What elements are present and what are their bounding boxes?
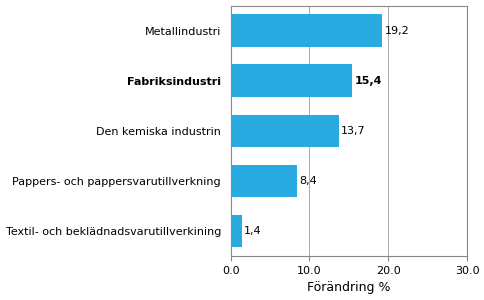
Bar xyxy=(230,115,338,147)
Text: 13,7: 13,7 xyxy=(340,126,365,136)
Text: 1,4: 1,4 xyxy=(243,226,261,236)
Text: 15,4: 15,4 xyxy=(354,76,381,86)
Bar xyxy=(230,215,241,247)
X-axis label: Förändring %: Förändring % xyxy=(306,281,390,294)
Bar xyxy=(230,14,381,47)
Text: 19,2: 19,2 xyxy=(384,26,408,36)
Text: 8,4: 8,4 xyxy=(299,176,317,186)
Bar xyxy=(230,165,296,197)
Bar xyxy=(230,64,351,97)
